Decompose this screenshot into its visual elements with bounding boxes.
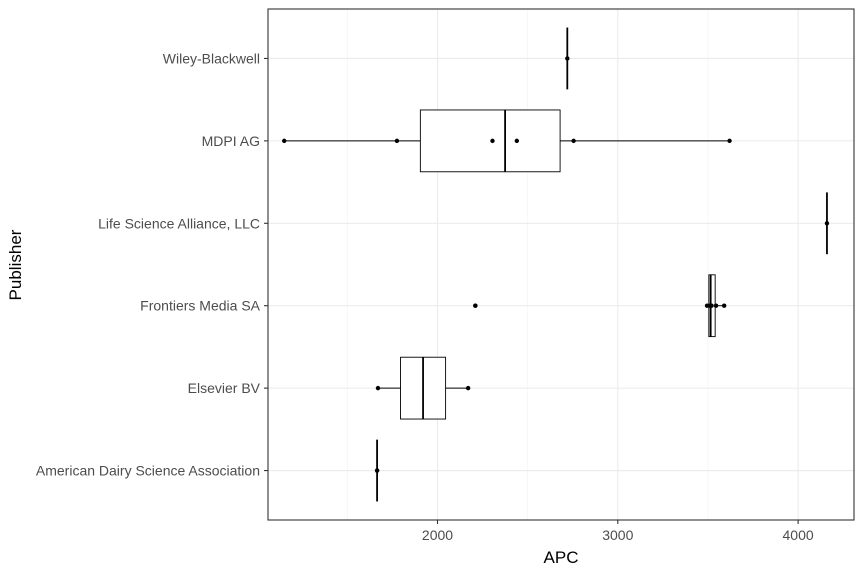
data-point bbox=[721, 303, 727, 308]
y-tick-label: American Dairy Science Association bbox=[36, 463, 260, 479]
y-tick-label: Wiley-Blackwell bbox=[163, 50, 260, 66]
y-tick-label: Elsevier BV bbox=[188, 380, 261, 396]
y-axis: American Dairy Science Association Elsevi… bbox=[36, 50, 268, 479]
x-tick-label: 2000 bbox=[422, 527, 453, 543]
data-point bbox=[490, 138, 495, 144]
box-group bbox=[565, 27, 570, 90]
box-group bbox=[473, 274, 727, 338]
data-point bbox=[713, 303, 719, 308]
y-tick-label: Frontiers Media SA bbox=[140, 298, 260, 314]
box-iqr bbox=[419, 109, 561, 173]
box-group bbox=[282, 109, 732, 173]
data-point bbox=[473, 303, 478, 308]
box-group bbox=[374, 439, 380, 502]
data-point bbox=[374, 468, 380, 473]
data-point bbox=[824, 221, 830, 226]
x-axis: 2000 3000 4000 bbox=[422, 520, 814, 543]
data-point bbox=[514, 138, 520, 144]
box-group bbox=[824, 192, 830, 255]
y-tick-label: Life Science Alliance, LLC bbox=[98, 215, 260, 231]
data-point bbox=[394, 138, 400, 144]
minor-gridlines bbox=[347, 9, 709, 520]
data-point bbox=[727, 138, 732, 144]
y-axis-title: Publisher bbox=[6, 229, 25, 300]
x-tick-label: 4000 bbox=[783, 527, 814, 543]
data-point bbox=[375, 385, 381, 391]
x-axis-title: APC bbox=[544, 548, 579, 567]
data-point bbox=[709, 303, 714, 308]
data-point bbox=[565, 56, 570, 61]
y-tick-label: MDPI AG bbox=[202, 133, 260, 149]
box-group bbox=[375, 356, 471, 420]
plot-panel-border bbox=[267, 8, 855, 521]
data-point bbox=[571, 138, 576, 144]
data-point bbox=[465, 385, 471, 391]
data-point bbox=[282, 138, 287, 144]
box-series bbox=[282, 27, 830, 502]
x-tick-label: 3000 bbox=[602, 527, 633, 543]
